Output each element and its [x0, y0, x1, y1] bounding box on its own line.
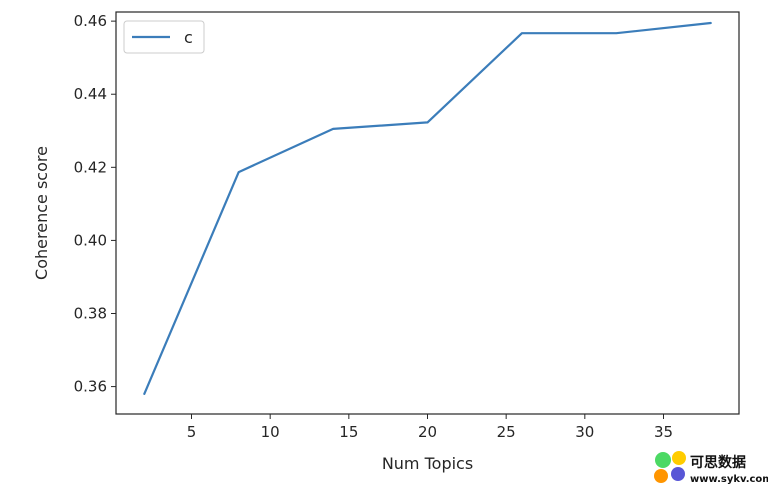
- watermark-logo: 可思数据 www.sykv.com: [654, 451, 768, 485]
- plot-frame: [115, 11, 740, 415]
- x-tick-label: 15: [339, 423, 358, 441]
- x-tick-label: 25: [497, 423, 516, 441]
- y-tick-label: 0.44: [74, 85, 107, 103]
- watermark-dot-blue: [671, 467, 685, 481]
- x-tick-label: 35: [654, 423, 673, 441]
- x-axis-ticks: 5 10 15 20 25 30 35: [187, 414, 673, 441]
- series-layer: [143, 21, 712, 395]
- x-tick-label: 30: [575, 423, 594, 441]
- series-line-c: [143, 21, 712, 395]
- watermark-dot-orange: [654, 469, 668, 483]
- y-tick-label: 0.40: [74, 231, 107, 249]
- y-tick-label: 0.46: [74, 12, 107, 30]
- x-tick-label: 5: [187, 423, 197, 441]
- x-tick-label: 20: [418, 423, 437, 441]
- watermark-dot-green: [655, 452, 671, 468]
- y-axis-label: Coherence score: [32, 146, 51, 280]
- x-tick-label: 10: [261, 423, 280, 441]
- watermark-title: 可思数据: [690, 454, 746, 471]
- y-tick-label: 0.42: [74, 158, 107, 176]
- watermark-dot-yellow: [672, 451, 686, 465]
- y-axis-ticks: 0.36 0.38 0.40 0.42 0.44 0.46: [74, 12, 116, 396]
- y-tick-label: 0.36: [74, 378, 107, 396]
- legend: c: [123, 20, 205, 54]
- y-tick-label: 0.38: [74, 305, 107, 323]
- x-axis-label: Num Topics: [382, 454, 473, 473]
- watermark-url: www.sykv.com: [690, 474, 768, 485]
- legend-label-c: c: [184, 28, 193, 47]
